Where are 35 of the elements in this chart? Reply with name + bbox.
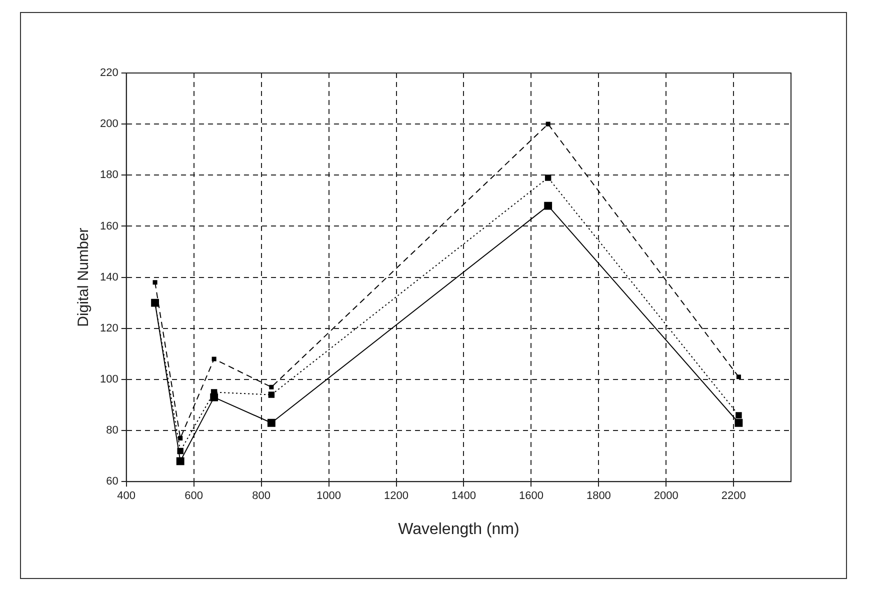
y-tick-label: 180: [100, 169, 118, 182]
y-tick-label: 220: [100, 67, 118, 80]
y-axis-title: Digital Number: [75, 228, 92, 327]
point: [152, 280, 158, 285]
y-tick-label: 100: [100, 373, 118, 386]
x-tick-label: 2200: [721, 490, 746, 502]
x-tick-label: 1800: [586, 490, 611, 502]
x-tick-label: 1000: [316, 490, 342, 502]
y-tick-label: 200: [100, 118, 118, 130]
y-tick-label: 140: [100, 271, 118, 284]
point: [546, 122, 550, 126]
point: [736, 374, 741, 380]
x-tick-label: 1600: [518, 490, 544, 502]
x-tick-label: 400: [117, 490, 136, 502]
x-tick-label: 1400: [451, 490, 476, 502]
y-tick-label: 60: [106, 476, 118, 488]
point: [269, 384, 274, 390]
point: [734, 418, 743, 427]
x-tick-label: 2000: [654, 490, 678, 502]
x-axis-title: Wavelength (nm): [398, 520, 520, 538]
point: [544, 202, 552, 210]
point: [544, 174, 552, 181]
point: [210, 393, 218, 402]
point: [267, 418, 276, 427]
point: [178, 436, 183, 440]
x-tick-label: 800: [252, 490, 270, 502]
point: [736, 412, 742, 418]
point: [268, 392, 275, 398]
y-tick-label: 120: [100, 322, 118, 334]
point: [212, 356, 216, 362]
x-tick-label: 600: [184, 490, 204, 502]
point: [176, 457, 184, 466]
y-tick-label: 160: [100, 220, 118, 232]
y-tick-label: 80: [106, 424, 118, 437]
x-tick-label: 1200: [384, 490, 409, 502]
